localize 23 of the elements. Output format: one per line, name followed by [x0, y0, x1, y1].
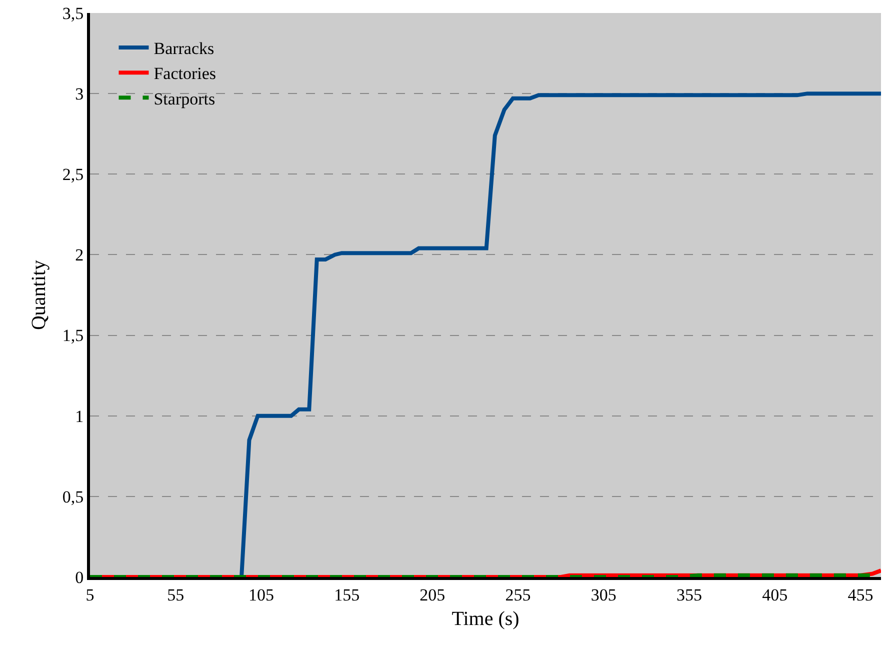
y-tick-label: 1,5 [62, 326, 84, 346]
x-tick-label: 105 [248, 585, 274, 604]
x-tick-label: 255 [505, 585, 531, 604]
x-axis-title: Time (s) [452, 608, 520, 630]
y-tick-label: 0,5 [62, 487, 84, 506]
legend-label: Factories [154, 64, 216, 84]
x-tick-label: 355 [676, 585, 702, 604]
x-tick-label: 405 [762, 585, 788, 604]
x-tick-label: 5 [86, 585, 94, 604]
y-tick-label: 1 [75, 406, 84, 426]
x-tick-label: 205 [420, 585, 446, 604]
y-axis-title: Quantity [28, 260, 50, 330]
y-tick-label: 3 [75, 84, 84, 104]
x-tick-label: 155 [334, 585, 360, 604]
legend-label: Starports [154, 89, 216, 108]
y-tick-label: 2,5 [62, 165, 84, 184]
x-tick-label: 55 [167, 585, 184, 604]
y-tick-label: 3,5 [62, 4, 84, 23]
y-tick-label: 0 [75, 568, 84, 587]
x-tick-label: 305 [590, 585, 616, 604]
y-tick-label: 2 [75, 246, 84, 265]
legend-label: Barracks [154, 39, 214, 58]
x-tick-label: 455 [848, 585, 874, 604]
